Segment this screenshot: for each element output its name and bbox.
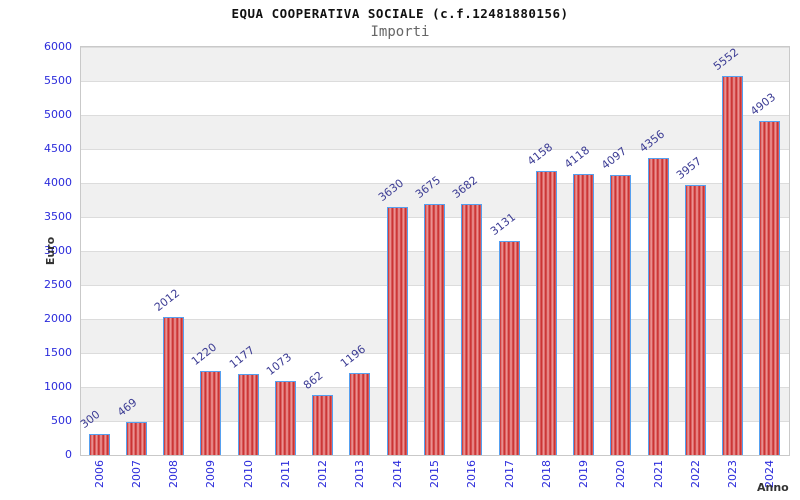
bar-value-label: 3957 [673,154,704,182]
y-tick-label: 5500 [44,74,72,87]
bar-value-label: 4903 [748,90,779,118]
x-tick-label: 2017 [502,460,516,488]
bar-value-label: 3131 [487,210,518,239]
bar-2018 [535,171,557,455]
bar-2017 [498,241,520,455]
bar-value-label: 469 [114,395,140,420]
bar-2024 [759,120,781,455]
bar-value-label: 1177 [226,343,257,371]
bar-value-label: 4097 [599,144,630,173]
x-tick-label: 2007 [129,460,143,488]
chart-subtitle: Importi [370,24,430,40]
x-tick-label: 2006 [92,460,106,488]
bar-2020 [610,175,632,455]
bar-value-label: 3682 [450,173,481,201]
bar-2015 [424,204,445,455]
bar-value-label: 1220 [189,340,220,369]
y-tick-label: 1000 [44,380,72,393]
bar-2022 [684,184,706,455]
plot-area: 300 469 2012 1220 1177 1073 862 1196 3630 3675 368… [77,45,790,456]
x-tick-label: 2020 [614,460,628,488]
bar-2010 [237,373,259,455]
x-tick-label: 2011 [278,460,292,488]
y-tick-label: 1500 [44,346,72,359]
bar-value-label: 1073 [263,350,295,379]
bar-value-label: 300 [77,407,103,431]
bar-2021 [647,157,669,455]
chart-title: EQUA COOPERATIVA SOCIALE (c.f.1248188015… [231,6,569,21]
bar-value-label: 862 [301,369,326,393]
y-tick-label: 6000 [44,40,72,53]
value-labels-layer: 300 469 2012 1220 1177 1073 862 1196 3630 3675 368… [77,45,789,455]
y-tick-label: 3000 [44,244,72,257]
bar-2016 [461,203,483,455]
x-tick-label: 2022 [688,460,702,488]
x-tick-label: 2015 [428,460,441,488]
bar-2009 [200,371,222,455]
x-tick-label: 2023 [726,460,740,488]
bars-layer [81,47,789,455]
bar-2023 [722,76,744,455]
y-tick-label: 5000 [44,108,72,121]
y-tick-label: 500 [51,414,72,427]
x-axis-title: Anno [757,481,789,494]
bar-2006 [88,433,110,455]
bar-value-label: 4356 [636,127,667,155]
bar-value-label: 5552 [711,45,742,74]
x-tick-label: 2019 [577,460,591,488]
y-tick-label: 2000 [44,312,72,325]
bar-2008 [163,317,185,455]
y-tick-label: 4000 [44,176,72,189]
y-tick-label: 2500 [44,278,72,291]
bar-value-label: 3675 [412,173,444,202]
bar-2019 [573,173,595,455]
bar-2007 [125,422,147,455]
x-tick-label: 2008 [167,460,181,488]
y-tick-label: 0 [65,448,72,461]
y-tick-label: 4500 [44,142,72,155]
x-tick-label: 2009 [204,460,218,488]
y-tick-label: 3500 [44,210,72,223]
bar-2013 [349,372,371,455]
x-tick-label: 2013 [353,460,367,488]
bar-2012 [312,395,334,455]
bar-value-label: 3630 [375,176,406,205]
x-tick-label: 2021 [651,460,665,488]
x-tick-label: 2012 [316,460,330,488]
bar-value-label: 4118 [562,143,593,171]
bar-2014 [386,207,408,455]
x-tick-label: 2014 [390,460,404,488]
y-axis-title: Euro [44,236,57,266]
bar-2011 [274,381,296,455]
bar-value-label: 1196 [338,342,369,370]
bar-value-label: 4158 [524,140,555,169]
x-tick-label: 2010 [241,460,255,488]
bar-value-label: 2012 [152,286,183,315]
x-tick-label: 2016 [465,460,479,488]
x-tick-label: 2018 [539,460,553,488]
